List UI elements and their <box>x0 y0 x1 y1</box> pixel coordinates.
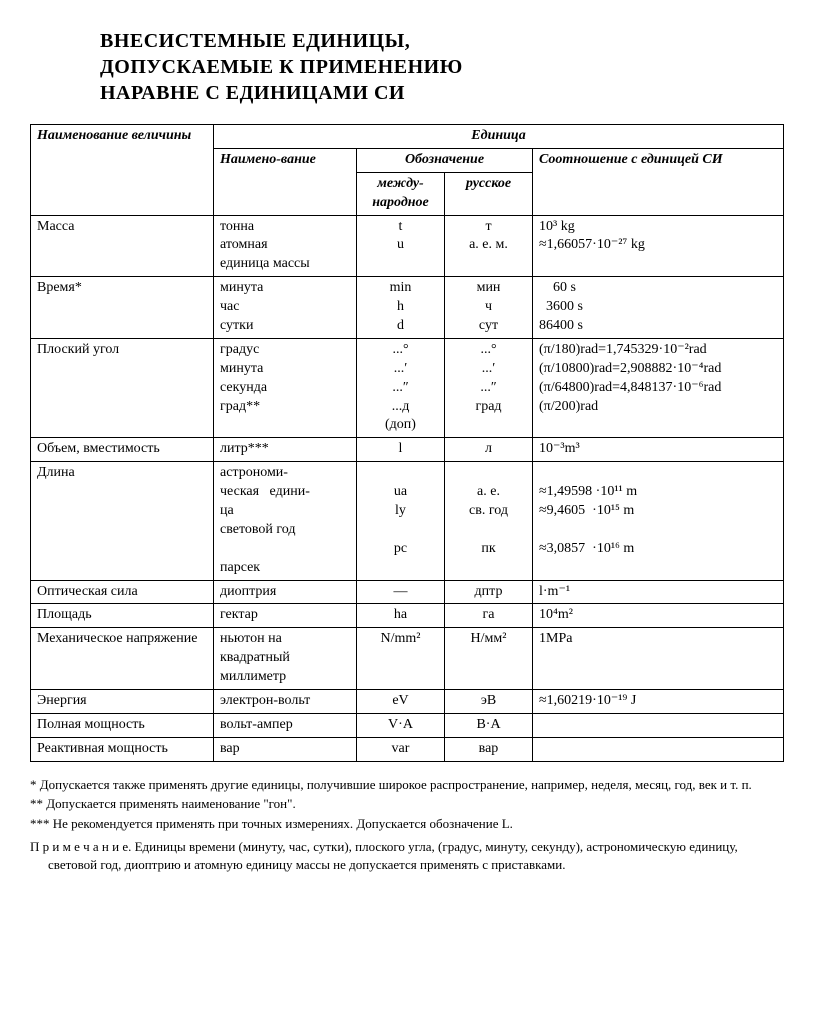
cell-quantity: Энергия <box>31 690 214 714</box>
table-row: Длинаастрономи- ческая едини- ца светово… <box>31 462 784 580</box>
cell-quantity: Полная мощность <box>31 713 214 737</box>
cell-intl: l <box>357 438 445 462</box>
header-quantity: Наименование величины <box>31 125 214 216</box>
cell-intl: — <box>357 580 445 604</box>
cell-relation: 1MPa <box>533 628 784 690</box>
header-intl: между-народное <box>357 172 445 215</box>
title-line-3: НАРАВНЕ С ЕДИНИЦАМИ СИ <box>100 82 405 104</box>
footnotes: * Допускается также применять другие еди… <box>30 776 784 874</box>
cell-russian: т а. е. м. <box>445 215 533 277</box>
cell-russian: мин ч сут <box>445 277 533 339</box>
title-line-2: ДОПУСКАЕМЫЕ К ПРИМЕНЕНИЮ <box>100 56 463 78</box>
table-row: Оптическая силадиоптрия—дптрl·m⁻¹ <box>31 580 784 604</box>
table-row: Реактивная мощностьварvarвар <box>31 737 784 761</box>
cell-unit-name: минута час сутки <box>214 277 357 339</box>
cell-unit-name: тонна атомная единица массы <box>214 215 357 277</box>
cell-unit-name: астрономи- ческая едини- ца световой год… <box>214 462 357 580</box>
cell-relation: 10³ kg ≈1,66057·10⁻²⁷ kg <box>533 215 784 277</box>
cell-intl: var <box>357 737 445 761</box>
table-row: Массатонна атомная единица массыt uт а. … <box>31 215 784 277</box>
cell-quantity: Масса <box>31 215 214 277</box>
cell-relation: (π/180)rad=1,745329·10⁻²rad (π/10800)rad… <box>533 338 784 437</box>
title-line-1: ВНЕСИСТЕМНЫЕ ЕДИНИЦЫ, <box>100 30 410 52</box>
cell-relation: ≈1,60219·10⁻¹⁹ J <box>533 690 784 714</box>
page-title: ВНЕСИСТЕМНЫЕ ЕДИНИЦЫ, ДОПУСКАЕМЫЕ К ПРИМ… <box>100 28 784 106</box>
cell-relation: 60 s 3600 s 86400 s <box>533 277 784 339</box>
cell-relation: l·m⁻¹ <box>533 580 784 604</box>
cell-unit-name: ньютон на квадратный миллиметр <box>214 628 357 690</box>
cell-unit-name: электрон-вольт <box>214 690 357 714</box>
footnote-3: *** Не рекомендуется применять при точны… <box>48 815 784 833</box>
cell-unit-name: литр*** <box>214 438 357 462</box>
units-table: Наименование величины Единица Наимено-ва… <box>30 124 784 762</box>
table-row: Площадьгектарhaга10⁴m² <box>31 604 784 628</box>
cell-intl: ha <box>357 604 445 628</box>
cell-intl: eV <box>357 690 445 714</box>
cell-unit-name: диоптрия <box>214 580 357 604</box>
cell-relation: 10⁴m² <box>533 604 784 628</box>
cell-russian: га <box>445 604 533 628</box>
cell-unit-name: градус минута секунда град** <box>214 338 357 437</box>
table-row: Время*минута час суткиmin h dмин ч сут 6… <box>31 277 784 339</box>
footnote-2: ** Допускается применять наименование "г… <box>48 795 784 813</box>
cell-intl: min h d <box>357 277 445 339</box>
cell-intl: t u <box>357 215 445 277</box>
cell-quantity: Реактивная мощность <box>31 737 214 761</box>
cell-unit-name: вар <box>214 737 357 761</box>
table-row: Полная мощностьвольт-амперV·AВ·А <box>31 713 784 737</box>
header-russian: русское <box>445 172 533 215</box>
cell-quantity: Оптическая сила <box>31 580 214 604</box>
table-row: Энергияэлектрон-вольтeVэВ≈1,60219·10⁻¹⁹ … <box>31 690 784 714</box>
cell-russian: эВ <box>445 690 533 714</box>
cell-quantity: Объем, вместимость <box>31 438 214 462</box>
cell-relation: ≈1,49598 ·10¹¹ m ≈9,4605 ·10¹⁵ m ≈3,0857… <box>533 462 784 580</box>
footnote-1: * Допускается также применять другие еди… <box>48 776 784 794</box>
cell-russian: а. е. св. год пк <box>445 462 533 580</box>
cell-russian: ...° ...′ ...″ град <box>445 338 533 437</box>
cell-russian: Н/мм² <box>445 628 533 690</box>
header-notation: Обозначение <box>357 148 533 172</box>
cell-russian: дптр <box>445 580 533 604</box>
cell-relation: 10⁻³m³ <box>533 438 784 462</box>
cell-quantity: Длина <box>31 462 214 580</box>
cell-quantity: Площадь <box>31 604 214 628</box>
cell-unit-name: гектар <box>214 604 357 628</box>
cell-russian: вар <box>445 737 533 761</box>
header-unit: Единица <box>214 125 784 149</box>
header-name: Наимено-вание <box>214 148 357 215</box>
table-row: Механическое напряжениеньютон на квадрат… <box>31 628 784 690</box>
header-relation: Соотношение с единицей СИ <box>533 148 784 215</box>
footnote-remark: П р и м е ч а н и е. Единицы времени (ми… <box>48 838 784 873</box>
cell-intl: ...° ...′ ...″ ...д (доп) <box>357 338 445 437</box>
cell-intl: N/mm² <box>357 628 445 690</box>
cell-russian: л <box>445 438 533 462</box>
cell-quantity: Время* <box>31 277 214 339</box>
cell-unit-name: вольт-ампер <box>214 713 357 737</box>
table-row: Плоский уголградус минута секунда град**… <box>31 338 784 437</box>
cell-relation <box>533 713 784 737</box>
cell-relation <box>533 737 784 761</box>
table-row: Объем, вместимостьлитр***lл10⁻³m³ <box>31 438 784 462</box>
cell-russian: В·А <box>445 713 533 737</box>
cell-intl: ua ly pc <box>357 462 445 580</box>
cell-intl: V·A <box>357 713 445 737</box>
cell-quantity: Плоский угол <box>31 338 214 437</box>
cell-quantity: Механическое напряжение <box>31 628 214 690</box>
